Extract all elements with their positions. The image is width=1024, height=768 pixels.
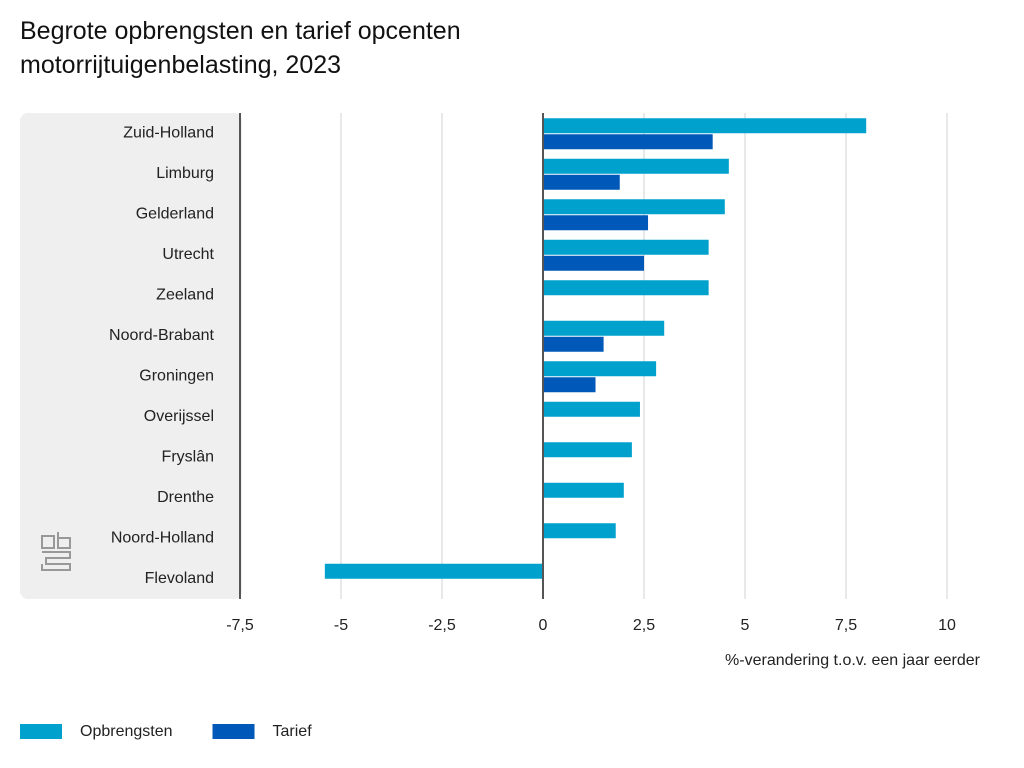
x-tick-label: 5: [741, 617, 750, 634]
bar: [543, 442, 632, 458]
chart-title: Begrote opbrengsten en tarief opcenten m…: [20, 17, 461, 79]
y-tick-label: Drenthe: [157, 489, 214, 506]
logo: [41, 532, 71, 571]
bar: [543, 118, 867, 134]
legend-swatch: [20, 724, 62, 739]
bar: [543, 401, 640, 417]
legend-label: Tarief: [273, 723, 313, 740]
y-tick-label: Noord-Brabant: [109, 327, 215, 344]
y-tick-label: Limburg: [156, 165, 214, 182]
label-panel: [20, 113, 242, 599]
y-tick-label: Gelderland: [136, 205, 214, 222]
x-tick-label: 2,5: [633, 617, 655, 634]
bar: [543, 239, 709, 255]
x-tick-label: 10: [938, 617, 956, 634]
bar: [543, 336, 604, 352]
bar: [543, 280, 709, 296]
y-tick-label: Overijssel: [144, 408, 214, 425]
bar: [543, 482, 624, 498]
x-tick-label: 0: [539, 617, 548, 634]
legend-swatch: [212, 724, 255, 739]
legend-label: Opbrengsten: [80, 723, 173, 740]
y-tick-label: Utrecht: [162, 246, 214, 263]
y-tick-label: Fryslân: [162, 448, 214, 465]
x-tick-label: 7,5: [835, 617, 857, 634]
x-tick-label: -2,5: [428, 617, 456, 634]
x-tick-label: -5: [334, 617, 348, 634]
y-tick-label: Groningen: [139, 367, 214, 384]
y-tick-label: Zeeland: [156, 286, 214, 303]
y-tick-label: Flevoland: [145, 570, 214, 587]
bar: [543, 158, 729, 174]
bar: [543, 377, 596, 393]
bar: [543, 361, 657, 377]
bar: [543, 199, 725, 215]
x-axis-label: %-verandering t.o.v. een jaar eerder: [725, 652, 981, 669]
bar: [543, 255, 644, 271]
bar: [543, 523, 616, 539]
bar: [543, 134, 713, 150]
x-tick-label: -7,5: [226, 617, 254, 634]
bar: [543, 215, 649, 231]
y-tick-label: Zuid-Holland: [123, 124, 214, 141]
bar: [543, 320, 665, 336]
bar: [543, 174, 620, 190]
y-tick-label: Noord-Holland: [111, 529, 214, 546]
bar: [324, 563, 543, 579]
